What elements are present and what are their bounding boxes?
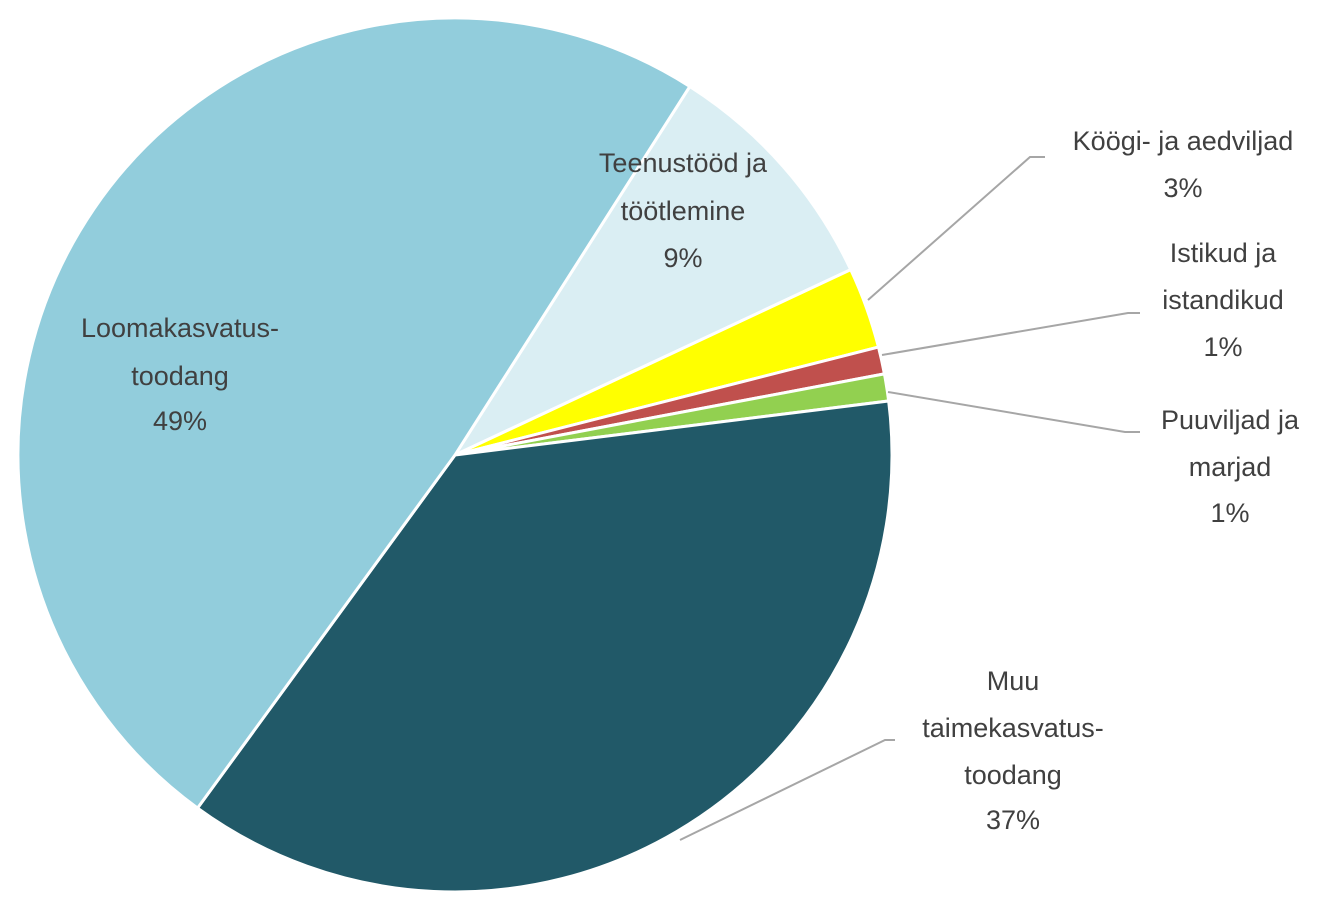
value-label: 37%: [986, 805, 1040, 835]
value-label: 3%: [1163, 173, 1202, 203]
pie-slice: [16, 16, 692, 811]
slice-label: Teenustööd ja: [599, 148, 768, 178]
value-label: 1%: [1210, 498, 1249, 528]
slice-label: Loomakasvatus-: [81, 313, 279, 343]
slice-label: toodang: [964, 760, 1062, 790]
value-label: 1%: [1203, 332, 1242, 362]
slice-label: töötlemine: [621, 196, 746, 226]
pie-slice: [450, 84, 853, 459]
slice-label: marjad: [1189, 452, 1272, 482]
slice-label: Puuviljad ja: [1161, 405, 1300, 435]
leader-line: [881, 312, 1140, 356]
value-label: 49%: [153, 406, 207, 436]
slice-label: istandikud: [1162, 285, 1284, 315]
leader-line: [867, 156, 1045, 301]
slice-label: Istikud ja: [1170, 238, 1278, 268]
slice-label: taimekasvatus-: [922, 713, 1104, 743]
leader-line: [679, 739, 895, 841]
pie-slice: [195, 399, 894, 894]
slice-label: Muu: [987, 666, 1040, 696]
slice-label: toodang: [131, 361, 229, 391]
value-label: 9%: [663, 243, 702, 273]
slice-label: Köögi- ja aedviljad: [1073, 126, 1294, 156]
leader-line: [887, 391, 1140, 433]
